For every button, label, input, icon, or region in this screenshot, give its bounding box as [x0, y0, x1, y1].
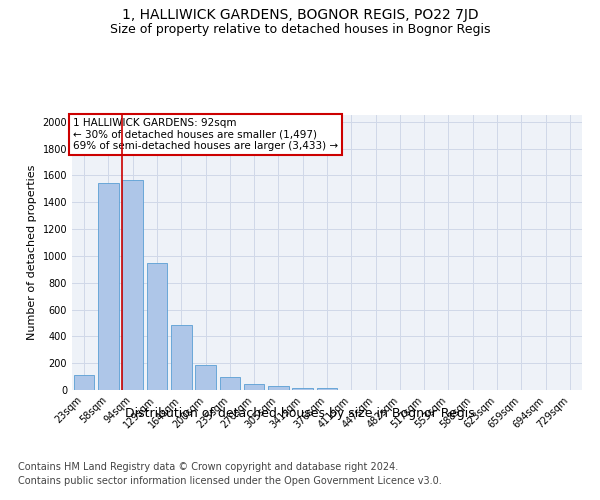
Text: Contains public sector information licensed under the Open Government Licence v3: Contains public sector information licen… — [18, 476, 442, 486]
Bar — [122, 180, 143, 390]
Y-axis label: Number of detached properties: Number of detached properties — [27, 165, 37, 340]
Text: 1, HALLIWICK GARDENS, BOGNOR REGIS, PO22 7JD: 1, HALLIWICK GARDENS, BOGNOR REGIS, PO22… — [122, 8, 478, 22]
Text: 1 HALLIWICK GARDENS: 92sqm
← 30% of detached houses are smaller (1,497)
69% of s: 1 HALLIWICK GARDENS: 92sqm ← 30% of deta… — [73, 118, 338, 151]
Bar — [146, 262, 167, 390]
Text: Size of property relative to detached houses in Bognor Regis: Size of property relative to detached ho… — [110, 22, 490, 36]
Bar — [98, 184, 119, 390]
Bar — [292, 388, 313, 390]
Bar — [268, 386, 289, 390]
Bar — [317, 388, 337, 390]
Bar — [74, 375, 94, 390]
Text: Contains HM Land Registry data © Crown copyright and database right 2024.: Contains HM Land Registry data © Crown c… — [18, 462, 398, 472]
Bar — [244, 384, 265, 390]
Bar — [195, 366, 216, 390]
Bar — [220, 376, 240, 390]
Text: Distribution of detached houses by size in Bognor Regis: Distribution of detached houses by size … — [125, 408, 475, 420]
Bar — [171, 324, 191, 390]
